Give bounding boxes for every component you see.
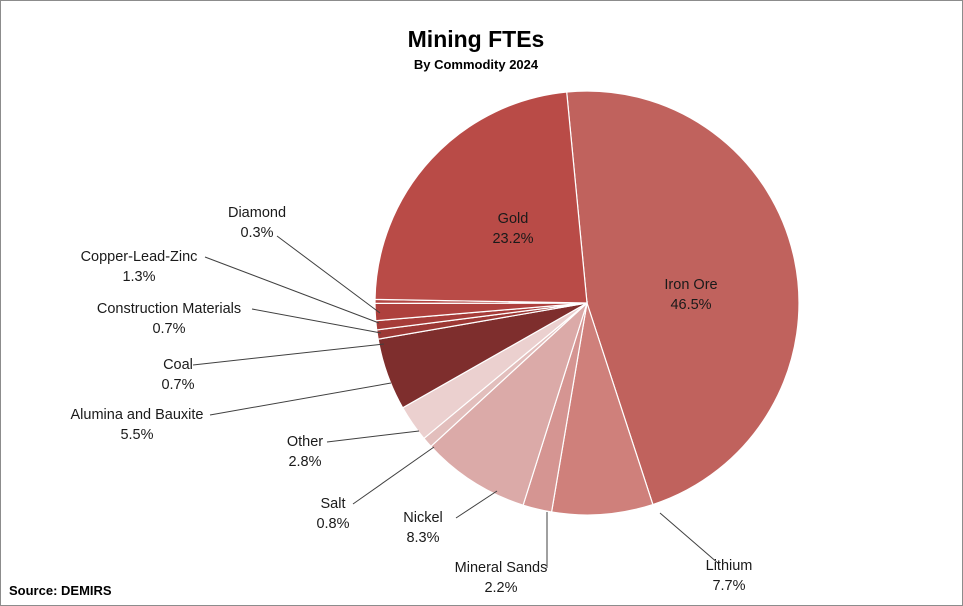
data-label-iron-ore: Iron Ore 46.5% bbox=[664, 277, 717, 313]
leader-line-salt bbox=[352, 446, 435, 505]
leader-line-nickel bbox=[455, 490, 498, 519]
leader-line-alumina-and-bauxite bbox=[209, 382, 392, 416]
source-note: Source: DEMIRS bbox=[9, 583, 112, 598]
data-label-alumina-and-bauxite: Alumina and Bauxite 5.5% bbox=[71, 407, 204, 443]
data-label-nickel: Nickel 8.3% bbox=[403, 510, 442, 546]
chart-subtitle: By Commodity 2024 bbox=[414, 57, 539, 72]
leader-line-lithium bbox=[659, 512, 720, 565]
pie-slice-gold bbox=[374, 91, 588, 304]
data-label-gold: Gold 23.2% bbox=[492, 211, 533, 247]
data-label-mineral-sands: Mineral Sands 2.2% bbox=[455, 560, 548, 596]
leader-line-copper-lead-zinc bbox=[204, 256, 380, 324]
pie-slice-nickel bbox=[430, 301, 589, 506]
leader-line-diamond bbox=[276, 235, 381, 314]
pie-slice-iron-ore bbox=[566, 90, 800, 506]
data-label-lithium: Lithium 7.7% bbox=[706, 558, 753, 594]
pie-slice-lithium bbox=[550, 302, 654, 516]
leader-line-construction-materials bbox=[251, 308, 382, 334]
leader-line-coal bbox=[192, 343, 385, 366]
data-label-copper-lead-zinc: Copper-Lead-Zinc 1.3% bbox=[81, 249, 198, 285]
data-label-construction-materials: Construction Materials 0.7% bbox=[97, 301, 241, 337]
data-label-salt: Salt 0.8% bbox=[316, 496, 349, 532]
data-label-diamond: Diamond 0.3% bbox=[228, 205, 286, 241]
data-label-coal: Coal 0.7% bbox=[161, 357, 194, 393]
data-label-other: Other 2.8% bbox=[287, 434, 323, 470]
chart-title: Mining FTEs bbox=[408, 26, 545, 52]
leader-line-other bbox=[326, 430, 420, 443]
